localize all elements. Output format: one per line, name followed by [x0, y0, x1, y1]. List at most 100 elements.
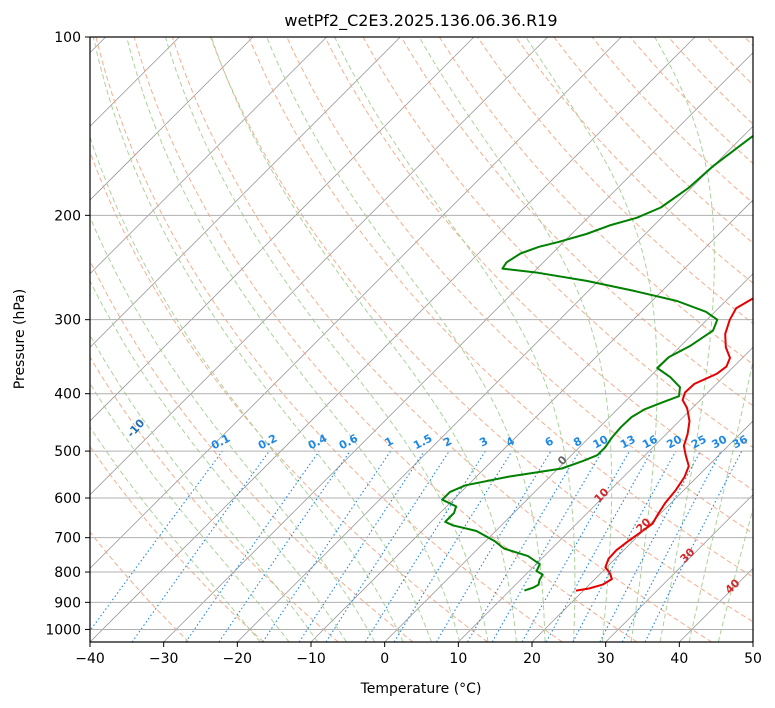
- dry-adiabat-line: [400, 37, 753, 407]
- mixing-ratio-line: [218, 450, 351, 642]
- isotherm-line: [90, 37, 696, 642]
- moist-adiabat-label: 30: [678, 545, 698, 565]
- mixing-ratio-label: 6: [543, 434, 556, 449]
- guide-lines: [90, 37, 753, 642]
- x-tick-label: 40: [670, 651, 688, 667]
- x-tick-label: 10: [449, 651, 467, 667]
- mixing-ratio-label: 20: [664, 433, 684, 452]
- dry-adiabat-line: [438, 37, 753, 366]
- mixing-ratio-line: [131, 450, 270, 642]
- mixing-ratio-line: [521, 450, 630, 642]
- dry-adiabat-line: [324, 37, 753, 491]
- y-tick-label: 500: [54, 444, 81, 460]
- y-tick-label: 200: [54, 208, 81, 224]
- isotherm-line: [458, 346, 753, 642]
- dry-adiabat-line: [553, 37, 753, 244]
- moist-adiabat-line: [334, 37, 576, 642]
- isotherm-line: [752, 641, 753, 642]
- dewpoint-trace: [441, 134, 753, 592]
- dry-adiabat-line: [90, 445, 264, 642]
- dry-adiabat-line: [95, 37, 563, 642]
- moist-adiabat-label: 10: [592, 485, 612, 505]
- x-axis-label: Temperature (°C): [360, 681, 482, 697]
- dry-adiabat-line: [171, 37, 712, 642]
- mixing-ratio-label: 13: [618, 433, 638, 452]
- y-tick-label: 700: [54, 531, 81, 547]
- mixing-ratio-line: [298, 450, 425, 642]
- x-tick-label: 50: [744, 651, 762, 667]
- x-tick-label: −10: [296, 651, 326, 667]
- isotherm-line: [90, 37, 254, 201]
- dry-adiabat-line: [133, 37, 638, 642]
- mixing-ratio-label: 3: [477, 434, 490, 449]
- y-axis: 100 200 300 400 500 600 700 800 900 1000: [45, 30, 90, 638]
- x-tick-label: 0: [380, 651, 389, 667]
- isotherm-line: [90, 37, 475, 422]
- moist-adiabat-line: [266, 37, 546, 642]
- dry-adiabat-label: -10: [124, 416, 147, 440]
- mixing-ratio-label: 16: [640, 433, 660, 452]
- isotherm-line: [531, 420, 753, 642]
- moist-adiabat-line: [90, 135, 404, 642]
- mixing-ratio-label: 1: [383, 434, 396, 449]
- chart-title: wetPf2_C2E3.2025.136.06.36.R19: [284, 11, 557, 31]
- temperature-trace: [575, 297, 753, 592]
- mixing-ratio-line: [393, 450, 513, 642]
- moist-adiabat-line: [90, 215, 376, 642]
- y-tick-label: 1000: [45, 622, 81, 638]
- mixing-ratio-line: [185, 450, 320, 642]
- x-axis: −40 −30 −20 −10 0 10 20 30 40 50: [75, 642, 762, 667]
- x-tick-label: 20: [523, 651, 541, 667]
- mixing-ratio-label: 2: [441, 434, 454, 449]
- isotherm-line: [237, 125, 753, 642]
- moist-adiabat-line: [688, 358, 753, 642]
- isotherm-line: [605, 494, 753, 642]
- plot-frame: [89, 36, 754, 643]
- dry-adiabat-line: [90, 531, 190, 642]
- x-tick-label: 30: [597, 651, 615, 667]
- isotherm-line: [90, 37, 622, 569]
- x-tick-label: −40: [75, 651, 105, 667]
- dry-adiabat-line: [744, 37, 753, 47]
- dry-adiabat-line: [362, 37, 753, 449]
- isotherm-line: [90, 37, 327, 275]
- moist-adiabat-line: [90, 382, 290, 642]
- mixing-ratio-line: [644, 450, 743, 642]
- mixing-ratio-line: [572, 450, 677, 642]
- mixing-ratio-label: 36: [730, 433, 750, 452]
- mixing-ratio-label: 1.5: [411, 432, 434, 453]
- dry-adiabat-line: [90, 150, 488, 642]
- y-tick-label: 600: [54, 491, 81, 507]
- moist-adiabat-line: [717, 506, 753, 642]
- y-tick-label: 900: [54, 595, 81, 611]
- dry-adiabat-line: [248, 37, 753, 578]
- mixing-ratio-line: [90, 450, 223, 632]
- dry-adiabat-line: [210, 37, 753, 623]
- mixing-ratio-line: [545, 450, 653, 642]
- moist-adiabat-line: [418, 37, 613, 642]
- moist-adiabat-label: 20: [634, 515, 654, 535]
- mixing-ratio-label: 30: [710, 433, 730, 452]
- y-axis-label: Pressure (hPa): [12, 289, 28, 389]
- moist-adiabat-label: 40: [723, 576, 743, 596]
- y-tick-label: 400: [54, 387, 81, 403]
- mixing-ratio-line: [262, 450, 392, 642]
- y-tick-label: 100: [54, 30, 81, 46]
- dry-adiabat-line: [515, 37, 753, 284]
- profile-traces: [441, 134, 753, 592]
- moist-adiabat-line: [90, 334, 319, 642]
- guide-labels: 0.1 0.2 0.4 0.6 1 1.5 2 3 4 6 8 10 13 16 20 25 30 36-1001…: [124, 416, 750, 596]
- x-tick-label: −30: [149, 651, 179, 667]
- moist-adiabat-line: [525, 37, 658, 642]
- moist-adiabat-line: [164, 37, 489, 642]
- isotherm-line: [310, 199, 753, 642]
- isotherm-line: [90, 37, 401, 348]
- y-tick-label: 300: [54, 313, 81, 329]
- mixing-ratio-line: [621, 450, 722, 642]
- mixing-ratio-label: 25: [689, 433, 709, 452]
- mixing-ratio-label: 0.1: [209, 432, 232, 453]
- x-tick-label: −20: [223, 651, 253, 667]
- moist-adiabat-line: [654, 37, 715, 642]
- dry-adiabat-line: [90, 259, 414, 642]
